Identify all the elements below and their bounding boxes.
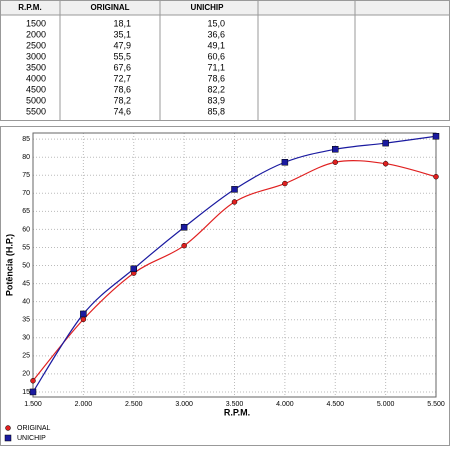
x-tick-label: 2.000 <box>75 401 93 408</box>
y-tick-label: 30 <box>22 335 30 342</box>
series-line <box>32 160 437 382</box>
legend-label: UNICHIP <box>17 435 46 442</box>
y-tick-label: 20 <box>22 371 30 378</box>
data-point <box>29 388 37 396</box>
data-point <box>130 265 137 273</box>
data-point <box>382 160 389 167</box>
table-cell: 35,1 <box>113 29 131 39</box>
data-point <box>332 159 338 166</box>
table-cell: 49,1 <box>207 40 225 50</box>
table-cell: 83,9 <box>207 95 225 105</box>
table-cell: 82,2 <box>207 84 225 94</box>
table-cell: 67,6 <box>113 62 131 72</box>
y-axis-label: Potência (H.P.) <box>4 234 14 296</box>
series-line <box>32 135 437 393</box>
table-cell: 71,1 <box>207 62 225 72</box>
y-tick-label: 15 <box>22 389 30 396</box>
table-cell: 74,6 <box>113 106 131 116</box>
plot-frame <box>32 132 437 398</box>
table-frame <box>0 0 450 121</box>
legend-marker <box>5 425 11 431</box>
y-tick-label: 50 <box>22 262 30 269</box>
table-header-cell: R.P.M. <box>18 3 41 12</box>
table-header-cell: ORIGINAL <box>90 3 129 12</box>
x-tick-label: 1.500 <box>24 401 42 408</box>
y-tick-label: 25 <box>22 353 30 360</box>
x-tick-label: 5.500 <box>427 401 445 408</box>
table-cell: 1500 <box>26 18 46 28</box>
x-tick-label: 3.000 <box>175 401 193 408</box>
data-point <box>231 199 238 205</box>
data-point <box>181 242 187 249</box>
x-tick-label: 3.500 <box>226 401 244 408</box>
y-tick-label: 40 <box>22 299 30 306</box>
y-tick-label: 35 <box>22 317 30 324</box>
table-cell: 78,6 <box>207 73 225 83</box>
table-header-bg <box>1 1 449 15</box>
x-tick-label: 4.000 <box>276 401 294 408</box>
data-point <box>80 316 87 323</box>
data-point <box>332 146 339 153</box>
data-point <box>433 173 439 180</box>
legend-marker <box>4 434 12 442</box>
data-point <box>382 139 389 147</box>
data-point <box>281 159 289 166</box>
x-tick-label: 5.000 <box>377 401 395 408</box>
data-point <box>180 224 188 231</box>
table-cell: 2500 <box>26 40 46 50</box>
y-tick-label: 70 <box>22 190 30 197</box>
x-tick-label: 4.500 <box>326 401 344 408</box>
chart-frame <box>0 126 450 446</box>
table-cell: 18,1 <box>113 18 131 28</box>
table-cell: 3000 <box>26 51 46 61</box>
table-cell: 78,2 <box>113 95 131 105</box>
table-cell: 2000 <box>26 29 46 39</box>
y-tick-label: 80 <box>22 154 30 161</box>
data-point <box>282 180 288 187</box>
x-tick-label: 2.500 <box>125 401 143 408</box>
table-cell: 5000 <box>26 95 46 105</box>
table-cell: 4000 <box>26 73 46 83</box>
data-point <box>30 377 36 384</box>
table-cell: 72,7 <box>113 73 131 83</box>
data-point <box>80 310 87 318</box>
table-cell: 4500 <box>26 84 46 94</box>
table-cell: 85,8 <box>207 106 225 116</box>
y-tick-label: 65 <box>22 208 30 215</box>
table-header-cell: UNICHIP <box>191 3 225 12</box>
table-cell: 47,9 <box>113 40 131 50</box>
data-point <box>231 186 238 193</box>
y-tick-label: 60 <box>22 226 30 233</box>
y-tick-label: 55 <box>22 244 30 251</box>
table-cell: 36,6 <box>207 29 225 39</box>
y-tick-label: 85 <box>22 136 30 143</box>
legend-label: ORIGINAL <box>17 425 51 432</box>
table-cell: 78,6 <box>113 84 131 94</box>
y-tick-label: 45 <box>22 280 30 287</box>
x-axis-label: R.P.M. <box>224 407 250 417</box>
table-cell: 55,5 <box>113 51 131 61</box>
table-cell: 15,0 <box>207 18 225 28</box>
table-cell: 60,6 <box>207 51 225 61</box>
data-point <box>432 133 440 140</box>
table-cell: 3500 <box>26 62 46 72</box>
table-cell: 5500 <box>26 106 46 116</box>
y-tick-label: 75 <box>22 172 30 179</box>
